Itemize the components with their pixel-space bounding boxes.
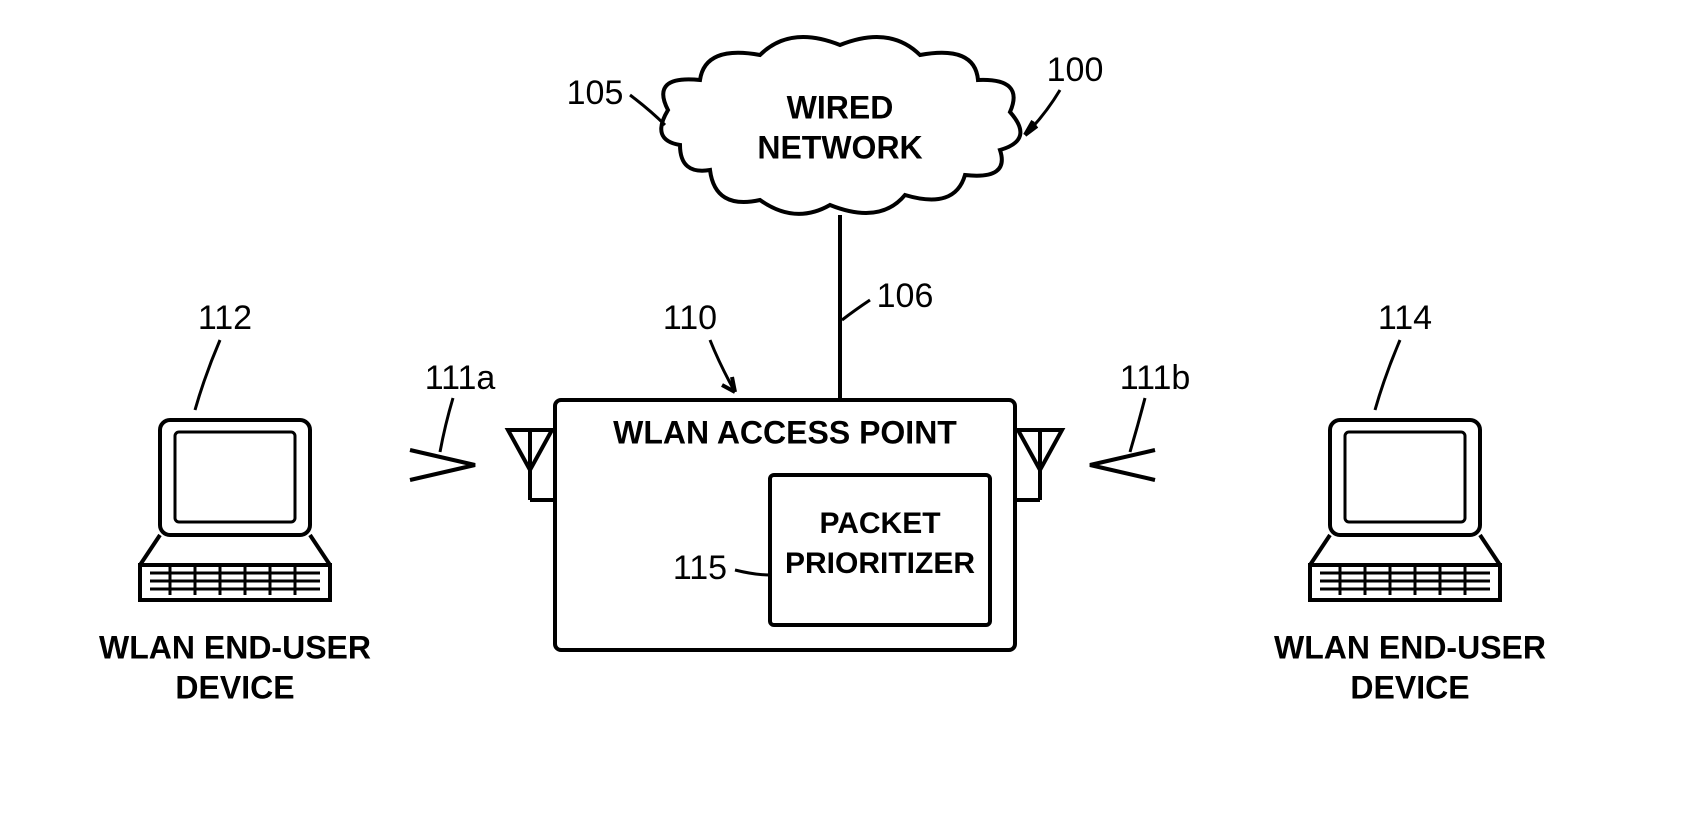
leader-112 [195,340,220,410]
network-diagram: WIRED NETWORK 105 100 106 WLAN ACCESS PO… [0,0,1704,820]
leader-111a [440,398,453,452]
ref-111b: 111b [1120,359,1191,397]
ref-111a: 111a [425,359,496,397]
wired-network-label-1: WIRED [787,89,894,125]
antenna-right [1015,430,1062,500]
wired-network-label-2: NETWORK [757,129,922,165]
laptop-left-label-1: WLAN END-USER [99,629,371,665]
laptop-right-label-2: DEVICE [1350,669,1469,705]
ref-100: 100 [1047,51,1104,89]
wireless-mark-left [410,450,475,480]
ref-106: 106 [877,277,934,315]
access-point-label: WLAN ACCESS POINT [613,414,957,450]
wireless-mark-right [1090,450,1155,480]
ref-105: 105 [567,74,624,112]
leader-115 [735,570,770,575]
leader-105 [630,95,665,125]
packet-prioritizer-label-2: PRIORITIZER [785,547,975,580]
laptop-left-icon [140,420,330,600]
ref-110: 110 [663,299,717,337]
ref-114: 114 [1378,299,1432,337]
wlan-access-point: WLAN ACCESS POINT PACKET PRIORITIZER [555,400,1015,650]
wired-network-cloud: WIRED NETWORK [661,37,1020,214]
leader-106 [842,300,870,320]
leader-111b [1130,398,1145,452]
laptop-right-label-1: WLAN END-USER [1274,629,1546,665]
antenna-left [508,430,555,500]
ref-112: 112 [198,299,252,337]
ref-115: 115 [673,549,727,587]
leader-114 [1375,340,1400,410]
laptop-left-label-2: DEVICE [175,669,294,705]
packet-prioritizer-label-1: PACKET [819,507,940,540]
laptop-right-icon [1310,420,1500,600]
